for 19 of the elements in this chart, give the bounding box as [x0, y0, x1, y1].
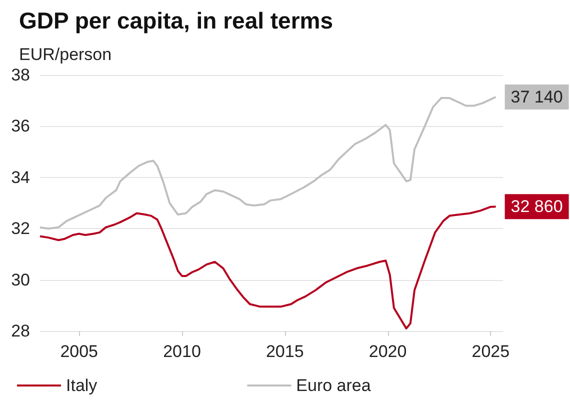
y-tick-label: 38 — [11, 66, 30, 84]
line-series — [39, 206, 497, 330]
x-tick-label: 2005 — [60, 342, 98, 361]
y-tick-label: 34 — [11, 168, 30, 187]
y-tick-label: 28 — [11, 322, 30, 340]
line-series — [39, 96, 497, 230]
x-tick-label: 2020 — [368, 342, 407, 361]
y-axis-title: EUR/person — [19, 45, 112, 64]
x-tick-label: 2010 — [163, 342, 201, 361]
y-tick-label: 30 — [11, 270, 30, 290]
legend-label: Euro area — [296, 376, 372, 395]
annotation: 32 860 — [510, 197, 563, 216]
x-tick-label: 2025 — [472, 342, 510, 361]
y-tick-label: 32 — [11, 219, 30, 238]
annotation: 37 140 — [510, 88, 563, 107]
legend-label: Italy — [66, 376, 98, 395]
x-tick-label: 2015 — [266, 342, 304, 361]
chart-title: GDP per capita, in real terms — [19, 8, 334, 34]
y-tick-label: 36 — [11, 116, 30, 136]
